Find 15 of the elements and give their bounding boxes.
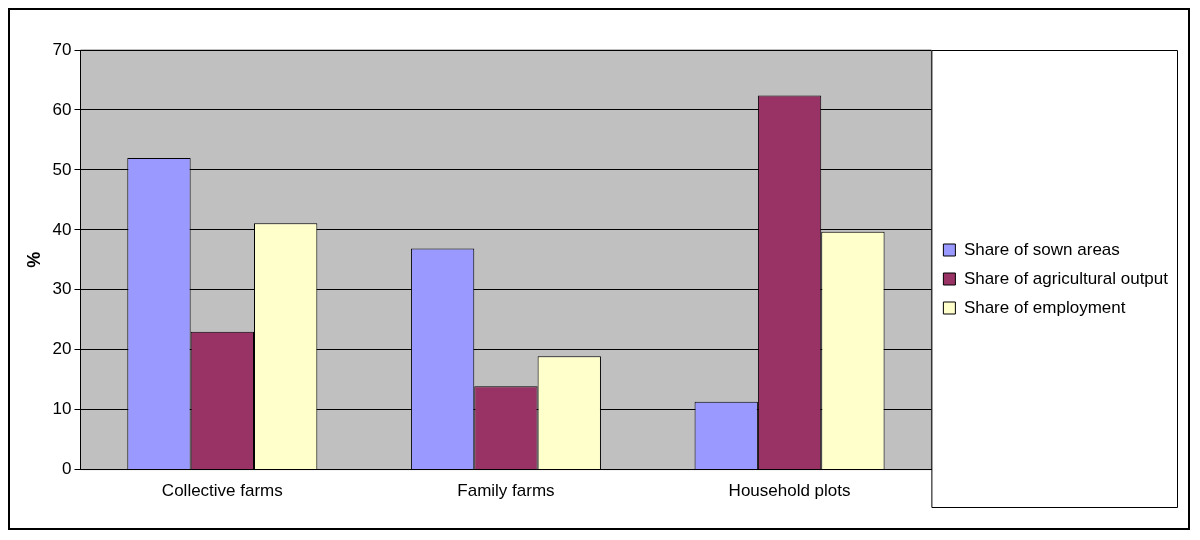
x-tick-label: Household plots <box>728 481 851 501</box>
y-tick-label: 0 <box>62 459 72 479</box>
y-tick-label: 60 <box>52 99 72 119</box>
legend-label: Share of agricultural output <box>963 268 1169 288</box>
x-tick-label: Collective farms <box>161 481 283 501</box>
y-tick-label: 20 <box>52 339 72 359</box>
y-tick-label: 40 <box>52 219 72 239</box>
y-tick-label: 50 <box>52 159 72 179</box>
y-tick-label: 30 <box>52 279 72 299</box>
legend-label: Share of sown areas <box>963 239 1120 259</box>
x-tick-label: Family farms <box>457 481 555 501</box>
legend-label: Share of employment <box>963 297 1126 317</box>
y-axis-title: % <box>23 251 44 268</box>
y-tick-label: 10 <box>52 399 72 419</box>
y-tick-label: 70 <box>52 39 72 59</box>
